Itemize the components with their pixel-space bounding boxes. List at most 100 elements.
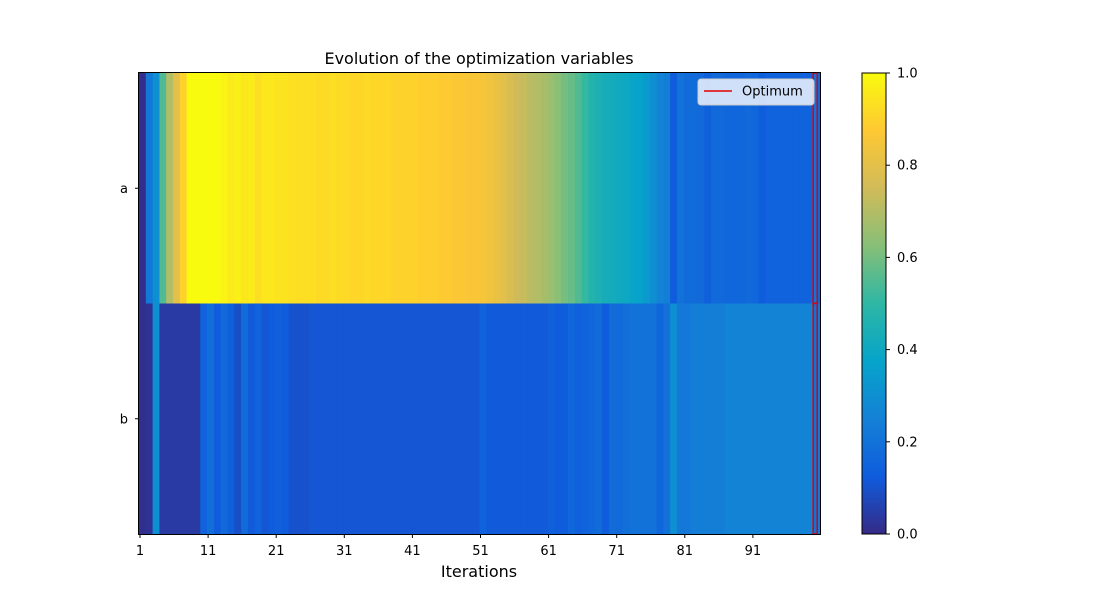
heatmap-cell-b-82 [690,303,699,534]
heatmap-cell-b-13 [220,303,229,534]
heatmap-cell-b-20 [268,303,276,534]
heatmap-cell-a-55 [506,73,515,304]
heatmap-cell-a-3 [152,73,161,304]
heatmap-cell-b-18 [254,303,263,534]
heatmap-cell-b-66 [581,303,590,534]
heatmap-cell-a-81 [683,73,692,304]
heatmap-cell-b-71 [615,303,624,534]
heatmap-cell-a-12 [213,73,222,304]
heatmap-cell-b-47 [452,303,460,534]
heatmap-cell-b-79 [670,303,678,534]
y-tick-label-b: b [120,412,128,427]
heatmap-cell-b-61 [547,303,556,534]
heatmap-cell-a-56 [513,73,521,304]
heatmap-cell-b-10 [200,303,208,534]
heatmap-cell-a-31 [343,73,351,304]
x-tick-label-1: 1 [136,544,144,559]
heatmap-cell-a-72 [622,73,630,304]
heatmap-cell-a-67 [588,73,596,304]
heatmap-cell-a-17 [247,73,256,304]
heatmap-cell-b-84 [704,303,712,534]
heatmap-cell-a-63 [561,73,569,304]
legend: Optimum [697,78,815,106]
heatmap-cell-b-25 [302,303,310,534]
heatmap-cell-b-37 [384,303,392,534]
heatmap-cell-b-43 [425,303,433,534]
heatmap-cell-b-48 [459,303,467,534]
heatmap-cell-b-98 [799,303,807,534]
heatmap-cell-b-15 [234,303,242,534]
heatmap-cell-a-74 [636,73,644,304]
heatmap-cell-a-10 [200,73,208,304]
heatmap-cell-b-1 [139,303,147,534]
heatmap-cell-b-96 [785,303,794,534]
heatmap-cell-b-14 [227,303,235,534]
heatmap-cell-b-90 [745,303,753,534]
heatmap-cell-a-25 [302,73,310,304]
x-tick-label-81: 81 [677,544,694,559]
heatmap-cell-b-3 [152,303,161,534]
optimum-markers [812,72,819,535]
heatmap-cell-a-90 [745,73,753,304]
heatmap-cell-b-42 [418,303,426,534]
heatmap-cell-b-94 [772,303,780,534]
heatmap-cell-b-35 [370,303,378,534]
optimum-marker-a [812,72,819,305]
heatmap-cell-b-68 [595,303,603,534]
heatmap-cell-a-48 [459,73,467,304]
heatmap-cell-b-24 [295,303,304,534]
heatmap-cell-b-6 [173,303,181,534]
heatmap-cell-b-59 [533,303,542,534]
heatmap-cell-a-45 [438,73,447,304]
heatmap-cell-b-39 [397,303,406,534]
heatmap-cell-a-91 [751,73,760,304]
heatmap-cell-a-61 [547,73,556,304]
heatmap-cell-a-85 [711,73,719,304]
heatmap-cell-a-87 [724,73,733,304]
heatmap-cell-b-27 [316,303,324,534]
heatmap-cell-b-64 [568,303,576,534]
heatmap-cell-a-47 [452,73,460,304]
heatmap-cell-b-45 [438,303,447,534]
heatmap-cell-b-95 [779,303,787,534]
heatmap-cell-a-83 [697,73,705,304]
legend-optimum-label: Optimum [742,85,803,100]
heatmap-cell-a-19 [261,73,269,304]
heatmap-cell-a-21 [275,73,283,304]
heatmap-cell-a-75 [642,73,651,304]
heatmap-cell-b-46 [445,303,453,534]
heatmap-cell-b-72 [622,303,630,534]
heatmap-cell-b-63 [561,303,569,534]
x-tick-label-61: 61 [540,544,557,559]
heatmap-cell-a-33 [356,73,365,304]
heatmap-cell-b-30 [336,303,344,534]
heatmap-cell-b-67 [588,303,596,534]
heatmap-cell-a-76 [649,73,658,304]
heatmap-cell-b-38 [390,303,399,534]
heatmap-cell-b-55 [506,303,515,534]
heatmap-cell-a-38 [390,73,399,304]
heatmap-cell-a-59 [533,73,542,304]
legend-box [697,78,815,106]
x-tick-label-11: 11 [200,544,217,559]
heatmap-cell-b-70 [608,303,617,534]
heatmap-cell-b-7 [179,303,188,534]
heatmap-cell-a-86 [717,73,726,304]
heatmap-cell-b-49 [465,303,474,534]
x-axis-label: Iterations [441,562,517,581]
heatmap-cell-b-76 [649,303,658,534]
heatmap-cell-a-65 [574,73,583,304]
heatmap-cell-a-52 [486,73,494,304]
heatmap-cell-b-92 [758,303,767,534]
heatmap-cell-b-44 [431,303,440,534]
heatmap-cell-b-81 [683,303,692,534]
heatmap-cell-b-21 [275,303,283,534]
heatmap-cell-a-89 [738,73,746,304]
heatmap-cell-b-85 [711,303,719,534]
heatmap-cell-b-2 [145,303,154,534]
heatmap-cell-a-57 [520,73,528,304]
heatmap-cell-b-17 [247,303,256,534]
heatmap-cell-b-33 [356,303,365,534]
y-axis: ab [120,182,139,427]
heatmap-cell-a-43 [425,73,433,304]
